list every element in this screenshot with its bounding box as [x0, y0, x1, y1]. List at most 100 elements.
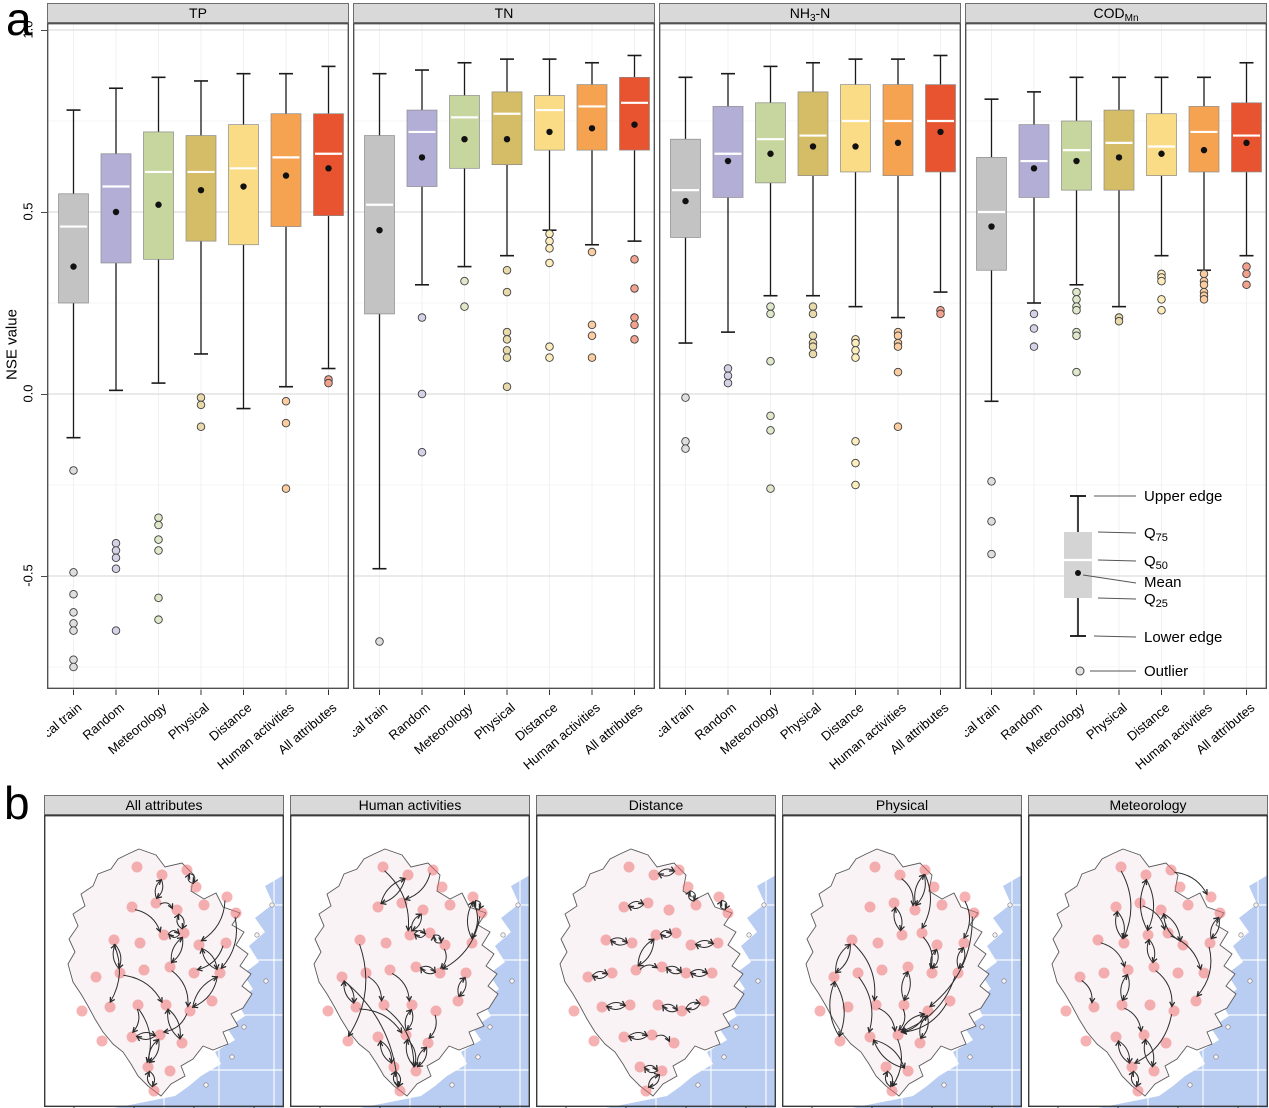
flow-arc [159, 902, 173, 909]
station-dot [1165, 864, 1177, 876]
flow-arc [443, 916, 481, 969]
flow-arc [1116, 912, 1124, 940]
flow-arc [627, 1033, 647, 1038]
station-dot [178, 927, 190, 939]
station-dot [685, 939, 697, 951]
station-dot [134, 937, 146, 949]
outlier [502, 353, 512, 362]
flow-arc [1081, 980, 1092, 1003]
station-dot [902, 961, 914, 973]
flow-arc [472, 900, 479, 938]
outlier [630, 313, 639, 322]
outlier [987, 517, 996, 526]
station-dot [722, 907, 734, 919]
outlier [1029, 324, 1039, 333]
island [1238, 932, 1244, 938]
outlier [460, 276, 469, 286]
station-dot [452, 995, 464, 1007]
mean-dot [809, 143, 817, 150]
station-dot [588, 1035, 600, 1047]
outlier [1072, 295, 1081, 304]
station-dot [646, 1029, 658, 1041]
station-dot [668, 1037, 680, 1049]
station-dot [1115, 861, 1127, 873]
island [992, 932, 998, 938]
outlier [545, 236, 554, 246]
outlier [69, 655, 78, 664]
sea [1098, 875, 1268, 1108]
y-tick-label: 0.5 [20, 202, 36, 221]
sea [852, 875, 1022, 1108]
station-dot [406, 999, 418, 1011]
flow-arc [694, 941, 713, 946]
station-dot [958, 937, 970, 949]
outlier [324, 378, 333, 388]
station-dot [1116, 999, 1128, 1011]
station-dot [154, 1029, 166, 1041]
map-facet-distance: Distance [536, 795, 776, 1108]
box-group-Local train [976, 98, 1007, 559]
station-dot [870, 999, 882, 1011]
station-dot [372, 1031, 384, 1043]
y-tick-label: 0.0 [20, 384, 36, 403]
flow-arc [1145, 878, 1155, 930]
outlier [417, 389, 427, 399]
y-axis-title: NSE value [3, 309, 21, 380]
station-dot [388, 1061, 400, 1073]
station-dot [342, 1035, 354, 1047]
station-dot [1205, 891, 1217, 903]
map-strip-distance: Distance [536, 795, 776, 815]
box-group-Distance [534, 58, 565, 362]
flow-arc [170, 938, 182, 964]
island [1213, 1054, 1219, 1060]
flow-arc [344, 982, 355, 1004]
station-dot [968, 907, 980, 919]
station-dot [138, 964, 150, 976]
flow-arc [434, 936, 443, 944]
flow-arc [829, 982, 841, 1038]
station-dot [690, 899, 702, 911]
flow-arc [657, 869, 674, 875]
flow-arc [605, 1003, 625, 1008]
station-dot [108, 934, 120, 946]
map-facet-all-attributes: All attributes [44, 795, 284, 1108]
box-group-Random [100, 87, 132, 635]
outlier [851, 480, 860, 490]
map-svg-1 [290, 815, 530, 1108]
station-dot [896, 929, 908, 941]
flow-arc [367, 976, 382, 1001]
flow-arc [147, 1072, 154, 1088]
outlier [1157, 306, 1166, 315]
flow-arc [1144, 1040, 1154, 1068]
outlier [1242, 269, 1251, 279]
flow-arc [429, 1014, 437, 1038]
station-dot [377, 861, 389, 873]
mean-dot [376, 227, 383, 234]
map-svg-2 [536, 815, 776, 1108]
outlier [723, 364, 733, 373]
island [1001, 978, 1007, 984]
legend-label-upper-edge: Upper edge [1144, 488, 1222, 505]
legend-leader [1093, 635, 1137, 638]
flow-arc [659, 931, 671, 935]
flow-arc [647, 1075, 658, 1088]
outlier [111, 546, 121, 555]
station-dot [126, 1031, 138, 1043]
station-dot [1060, 1005, 1072, 1017]
box-group-Human activities [270, 72, 302, 493]
outlier [630, 320, 639, 330]
outlier [851, 437, 860, 446]
flow-arc [135, 1033, 155, 1038]
outlier [681, 437, 690, 446]
legend-outlier-dot [1075, 666, 1085, 676]
legend-box [1064, 532, 1092, 598]
outlier [766, 302, 775, 311]
map-facet-meteorology: Meteorology [1028, 795, 1268, 1108]
flow-arc [1142, 905, 1165, 929]
outlier [502, 346, 512, 355]
flow-arc [168, 1010, 181, 1040]
station-dot [150, 897, 162, 909]
mean-dot [418, 154, 426, 161]
outlier [766, 426, 775, 435]
outlier [1242, 262, 1251, 271]
